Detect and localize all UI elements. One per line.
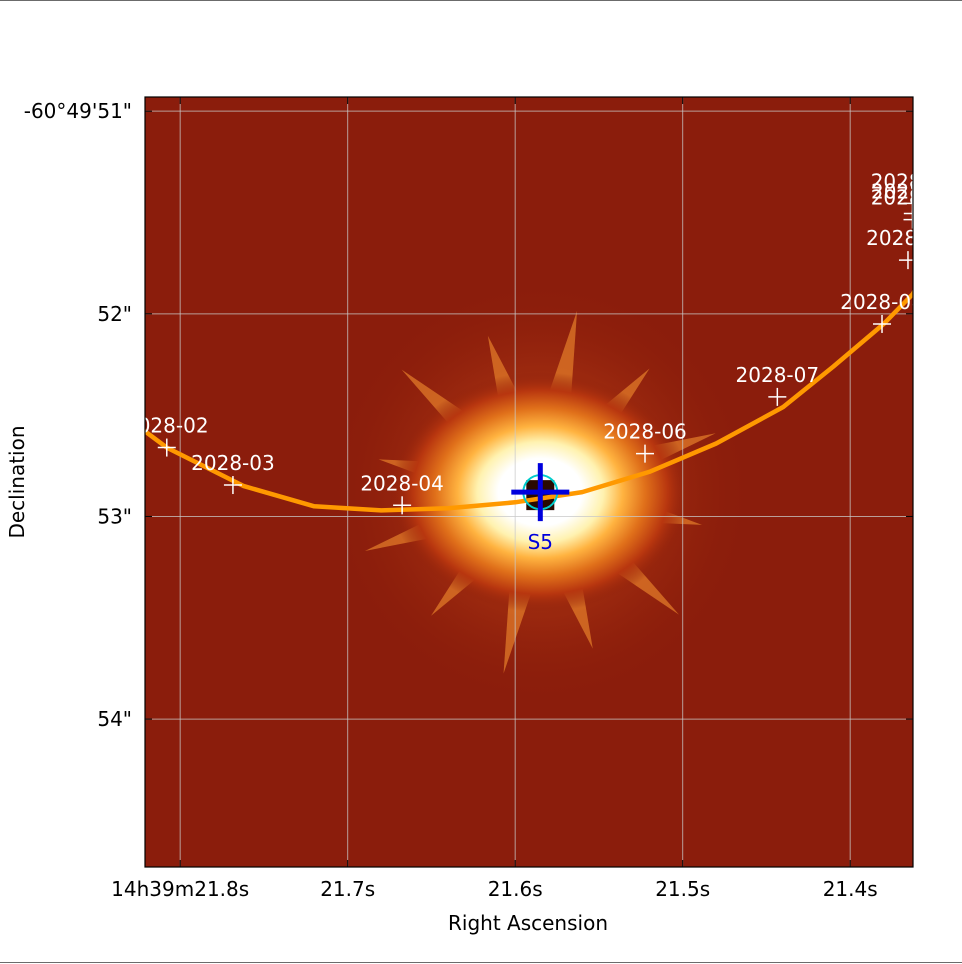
x-tick-label: 21.4s	[823, 877, 878, 901]
epoch-label: 2028-09	[866, 226, 950, 250]
x-tick-label: 21.6s	[488, 877, 543, 901]
grid	[145, 97, 913, 867]
epoch-label: 2028-06	[603, 420, 687, 444]
epoch-label: 2028-04	[360, 471, 444, 495]
x-axis-label: Right Ascension	[448, 911, 608, 935]
epoch-label: 2028-10	[871, 180, 955, 204]
y-tick-label: -60°49'51"	[24, 99, 132, 123]
image-panel: 2028-02 2028-03 2028-04 2028-06 2028-07 2028-…	[24, 96, 955, 901]
source-marker: S5	[511, 463, 570, 554]
epoch-label: 2028-02	[125, 414, 209, 438]
epoch-label: 2028-07	[736, 363, 820, 387]
source-label: S5	[528, 530, 553, 554]
epoch-markers: 2028-02 2028-03 2028-04 2028-06 2028-07 2028-…	[125, 169, 955, 515]
x-tick-label: 14h39m21.8s	[111, 877, 249, 901]
epoch-label: 2028-03	[191, 451, 275, 475]
y-axis-label: Declination	[5, 425, 29, 538]
motion-track	[145, 289, 913, 513]
axis-ticks: 14h39m21.8s 21.7s 21.6s 21.5s 21.4s -60°49'51…	[24, 97, 913, 901]
top-border	[0, 0, 962, 1]
y-tick-label: 52"	[97, 302, 132, 326]
x-tick-label: 21.7s	[320, 877, 375, 901]
track-line	[145, 289, 913, 513]
epoch-label: 2028-08	[840, 290, 924, 314]
axes-frame	[144, 96, 914, 868]
epoch-label: 2028-12	[871, 169, 955, 193]
y-tick-label: 53"	[97, 504, 132, 528]
epoch-label: 2028-11	[871, 186, 955, 210]
y-tick-label: 54"	[97, 707, 132, 731]
bottom-border	[0, 962, 962, 963]
x-tick-label: 21.5s	[655, 877, 710, 901]
